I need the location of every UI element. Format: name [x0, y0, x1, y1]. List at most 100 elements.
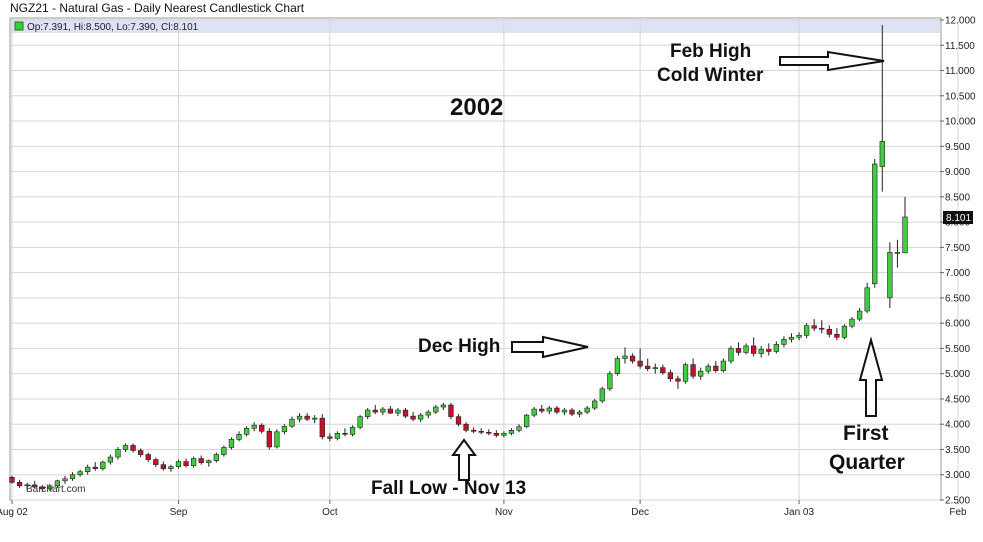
up-candle: [887, 252, 893, 299]
down-candle: [183, 461, 189, 466]
right-arrow-icon: [511, 335, 589, 359]
y-tick-label: 7.500: [945, 243, 970, 254]
up-candle: [599, 388, 605, 402]
up-candle: [168, 466, 174, 469]
y-tick-label: 10.500: [945, 91, 976, 102]
up-candle: [516, 426, 522, 431]
fall-low-annotation: Fall Low - Nov 13: [371, 478, 526, 499]
up-candle: [584, 407, 590, 413]
up-arrow-icon: [451, 438, 477, 481]
x-tick-label: Oct: [322, 507, 338, 518]
up-candle: [607, 373, 613, 390]
down-candle: [637, 360, 643, 367]
up-candle: [614, 358, 621, 374]
down-candle: [342, 433, 348, 435]
up-candle: [296, 415, 303, 420]
down-candle: [92, 466, 98, 469]
down-candle: [493, 433, 499, 436]
up-candle: [561, 409, 568, 413]
y-tick-label: 6.500: [945, 293, 970, 304]
up-candle: [501, 433, 507, 436]
grid-lines: [11, 19, 959, 501]
x-axis-ticks: Aug 02 Sep Oct Nov Dec Jan 03 Feb: [0, 500, 967, 518]
feb-high-annotation-line2: Cold Winter: [657, 65, 764, 86]
down-candle: [153, 459, 159, 465]
up-candle: [758, 349, 764, 354]
up-candle: [236, 434, 242, 440]
up-candle: [206, 460, 212, 463]
down-candle: [160, 464, 167, 469]
y-tick-label: 12.000: [945, 16, 976, 27]
up-candle: [69, 474, 76, 480]
down-candle: [455, 416, 462, 425]
down-candle: [198, 458, 204, 463]
down-candle: [470, 429, 477, 432]
ohlc-values: Op:7.391, Hi:8.500, Lo:7.390, Cl:8.101: [27, 22, 199, 33]
y-tick-label: 8.500: [945, 192, 970, 203]
up-candle: [221, 447, 227, 455]
down-candle: [387, 408, 394, 414]
up-candle: [902, 216, 908, 254]
up-candle: [243, 427, 250, 435]
up-candle: [213, 454, 219, 461]
up-candle: [523, 414, 530, 428]
down-candle: [675, 378, 681, 382]
up-candle: [592, 400, 598, 409]
first-quarter-annotation-line1: First: [843, 422, 889, 445]
feb-high-annotation-line1: Feb High: [670, 41, 751, 62]
up-candle: [720, 360, 727, 371]
up-candle: [289, 418, 295, 427]
x-tick-label: Sep: [170, 507, 188, 518]
down-candle: [834, 333, 840, 338]
right-arrow-icon: [779, 50, 885, 72]
down-candle: [266, 430, 272, 448]
y-tick-label: 11.000: [945, 66, 975, 77]
up-candle: [312, 417, 318, 420]
candles: [9, 25, 908, 492]
up-candle: [77, 471, 83, 476]
up-candle: [440, 404, 447, 408]
up-candle: [803, 325, 810, 336]
up-arrow-icon: [858, 336, 884, 417]
dec-high-annotation: Dec High: [418, 336, 500, 357]
up-candle: [62, 478, 68, 482]
down-candle: [713, 365, 719, 371]
year-annotation: 2002: [450, 94, 503, 121]
down-candle: [629, 355, 636, 362]
up-candle: [24, 484, 30, 487]
down-candle: [32, 484, 38, 488]
y-tick-label: 9.500: [945, 142, 970, 153]
up-candle: [47, 485, 53, 490]
down-candle: [486, 431, 492, 434]
up-candle: [190, 458, 197, 466]
up-candle: [228, 439, 235, 448]
y-tick-label: 4.000: [945, 420, 970, 431]
up-candle: [576, 411, 583, 415]
x-tick-label: Dec: [631, 507, 649, 518]
y-tick-label: 6.000: [945, 319, 970, 330]
down-candle: [9, 476, 15, 483]
up-candle: [508, 429, 515, 434]
down-candle: [410, 415, 416, 420]
y-tick-label: 10.000: [945, 117, 976, 128]
up-candle: [652, 367, 658, 369]
first-quarter-annotation-line2: Quarter: [829, 451, 905, 474]
up-candle: [849, 318, 855, 327]
down-candle: [304, 415, 310, 420]
down-candle: [811, 325, 817, 329]
up-candle: [864, 287, 870, 312]
up-candle: [418, 414, 424, 420]
down-candle: [690, 364, 696, 377]
down-candle: [667, 372, 674, 380]
up-candle: [365, 409, 371, 417]
up-candle: [705, 365, 711, 372]
down-candle: [660, 367, 666, 373]
watermark: Barchart.com: [26, 484, 85, 495]
up-candle: [425, 411, 431, 416]
up-candle: [773, 344, 779, 352]
down-candle: [145, 454, 151, 460]
down-candle: [539, 408, 545, 412]
up-candle: [622, 355, 628, 359]
up-candle: [894, 252, 901, 254]
